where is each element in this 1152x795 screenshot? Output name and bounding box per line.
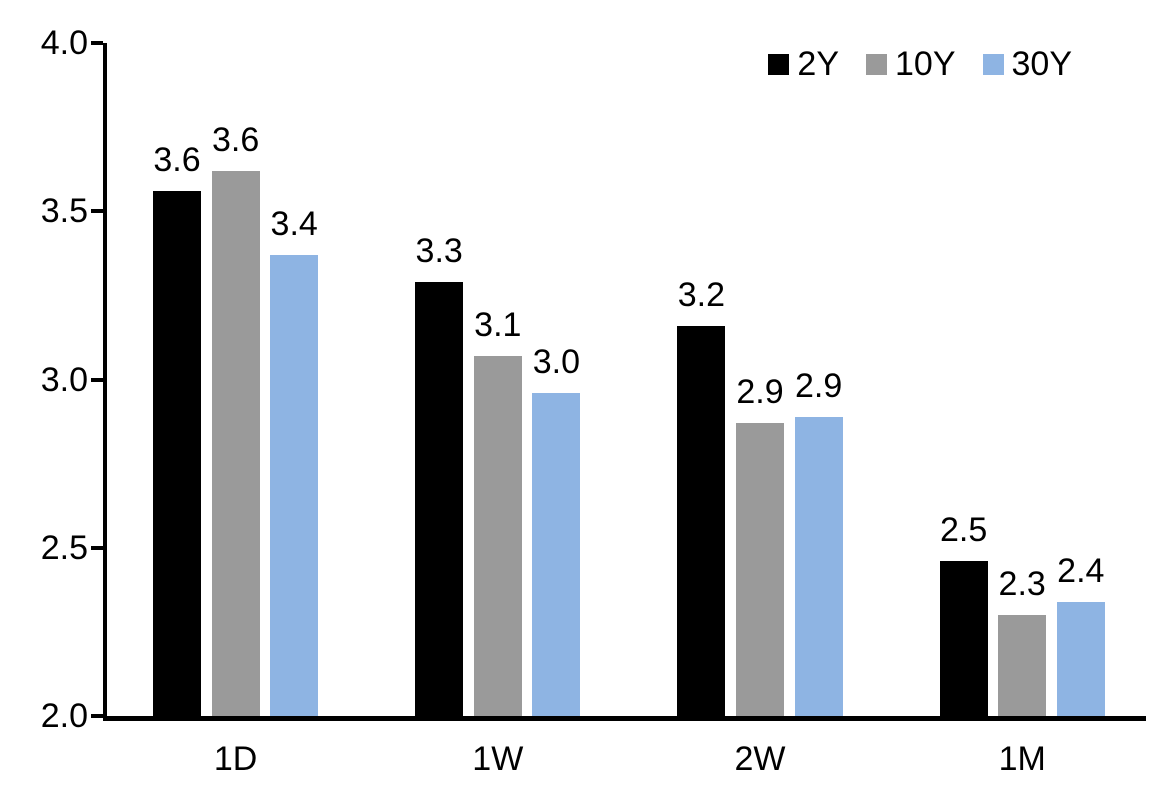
legend-item-30y: 30Y bbox=[982, 45, 1073, 83]
x-axis-category-label: 1W bbox=[472, 740, 524, 778]
bar-1m-10y bbox=[998, 615, 1047, 716]
data-label-1m-2y: 2.5 bbox=[939, 511, 988, 550]
bar-2w-10y bbox=[736, 423, 784, 716]
x-axis-category-label: 1M bbox=[998, 740, 1046, 778]
legend-label: 30Y bbox=[1011, 45, 1073, 83]
bar-1d-10y bbox=[211, 170, 260, 716]
y-axis-tick-label: 4.0 bbox=[40, 24, 88, 62]
data-label-1d-10y: 3.6 bbox=[211, 120, 260, 159]
data-label-2w-10y: 2.9 bbox=[736, 373, 784, 412]
data-label-1m-10y: 2.3 bbox=[998, 565, 1046, 604]
data-label-1w-2y: 3.3 bbox=[415, 231, 463, 270]
legend-item-10y: 10Y bbox=[866, 46, 956, 82]
bar-1d-30y bbox=[270, 255, 319, 716]
legend-label: 2Y bbox=[797, 45, 839, 83]
data-label-1w-30y: 3.0 bbox=[532, 342, 581, 381]
legend-item-2y: 2Y bbox=[768, 46, 839, 82]
bar-1w-30y bbox=[532, 392, 581, 716]
y-axis-spine bbox=[103, 43, 107, 721]
x-axis-spine bbox=[103, 716, 1146, 721]
data-label-1d-30y: 3.4 bbox=[270, 205, 318, 243]
y-axis-tick-label: 3.0 bbox=[40, 360, 88, 399]
y-axis-tick bbox=[91, 209, 103, 214]
legend-swatch-icon bbox=[768, 53, 790, 75]
data-label-1d-2y: 3.6 bbox=[153, 141, 201, 180]
data-label-2w-30y: 2.9 bbox=[794, 366, 843, 405]
y-axis-tick bbox=[91, 545, 103, 550]
y-axis-tick-label: 2.0 bbox=[40, 697, 88, 735]
y-axis-tick-label: 2.5 bbox=[40, 528, 88, 567]
bar-2w-2y bbox=[677, 325, 726, 716]
bar-1m-2y bbox=[939, 561, 988, 716]
legend-swatch-icon bbox=[866, 53, 887, 75]
bar-2w-30y bbox=[794, 416, 843, 716]
plot-area: 4.0 3.5 3.0 2.5 2.0 3.6 3.6 3.4 1D 3.3 3.1 3.0 1W 3.2… bbox=[41, 25, 1146, 778]
x-axis-category-label: 1D bbox=[213, 740, 258, 778]
y-axis-tick bbox=[91, 377, 103, 382]
x-axis-category-label: 2W bbox=[734, 740, 786, 778]
legend-swatch-icon bbox=[982, 53, 1004, 75]
data-label-2w-2y: 3.2 bbox=[677, 275, 726, 314]
y-axis-tick bbox=[91, 714, 103, 718]
data-label-1w-10y: 3.1 bbox=[474, 305, 522, 344]
bar-1d-2y bbox=[153, 191, 201, 716]
data-label-1m-30y: 2.4 bbox=[1057, 551, 1105, 590]
bar-1w-10y bbox=[473, 355, 522, 716]
y-axis-tick-label: 3.5 bbox=[40, 192, 88, 231]
bar-1m-30y bbox=[1056, 601, 1105, 716]
legend-label: 10Y bbox=[895, 45, 956, 83]
chart-legend: 2Y 10Y 30Y bbox=[768, 46, 1072, 82]
y-axis-tick bbox=[91, 41, 103, 45]
bar-1w-2y bbox=[415, 281, 464, 716]
